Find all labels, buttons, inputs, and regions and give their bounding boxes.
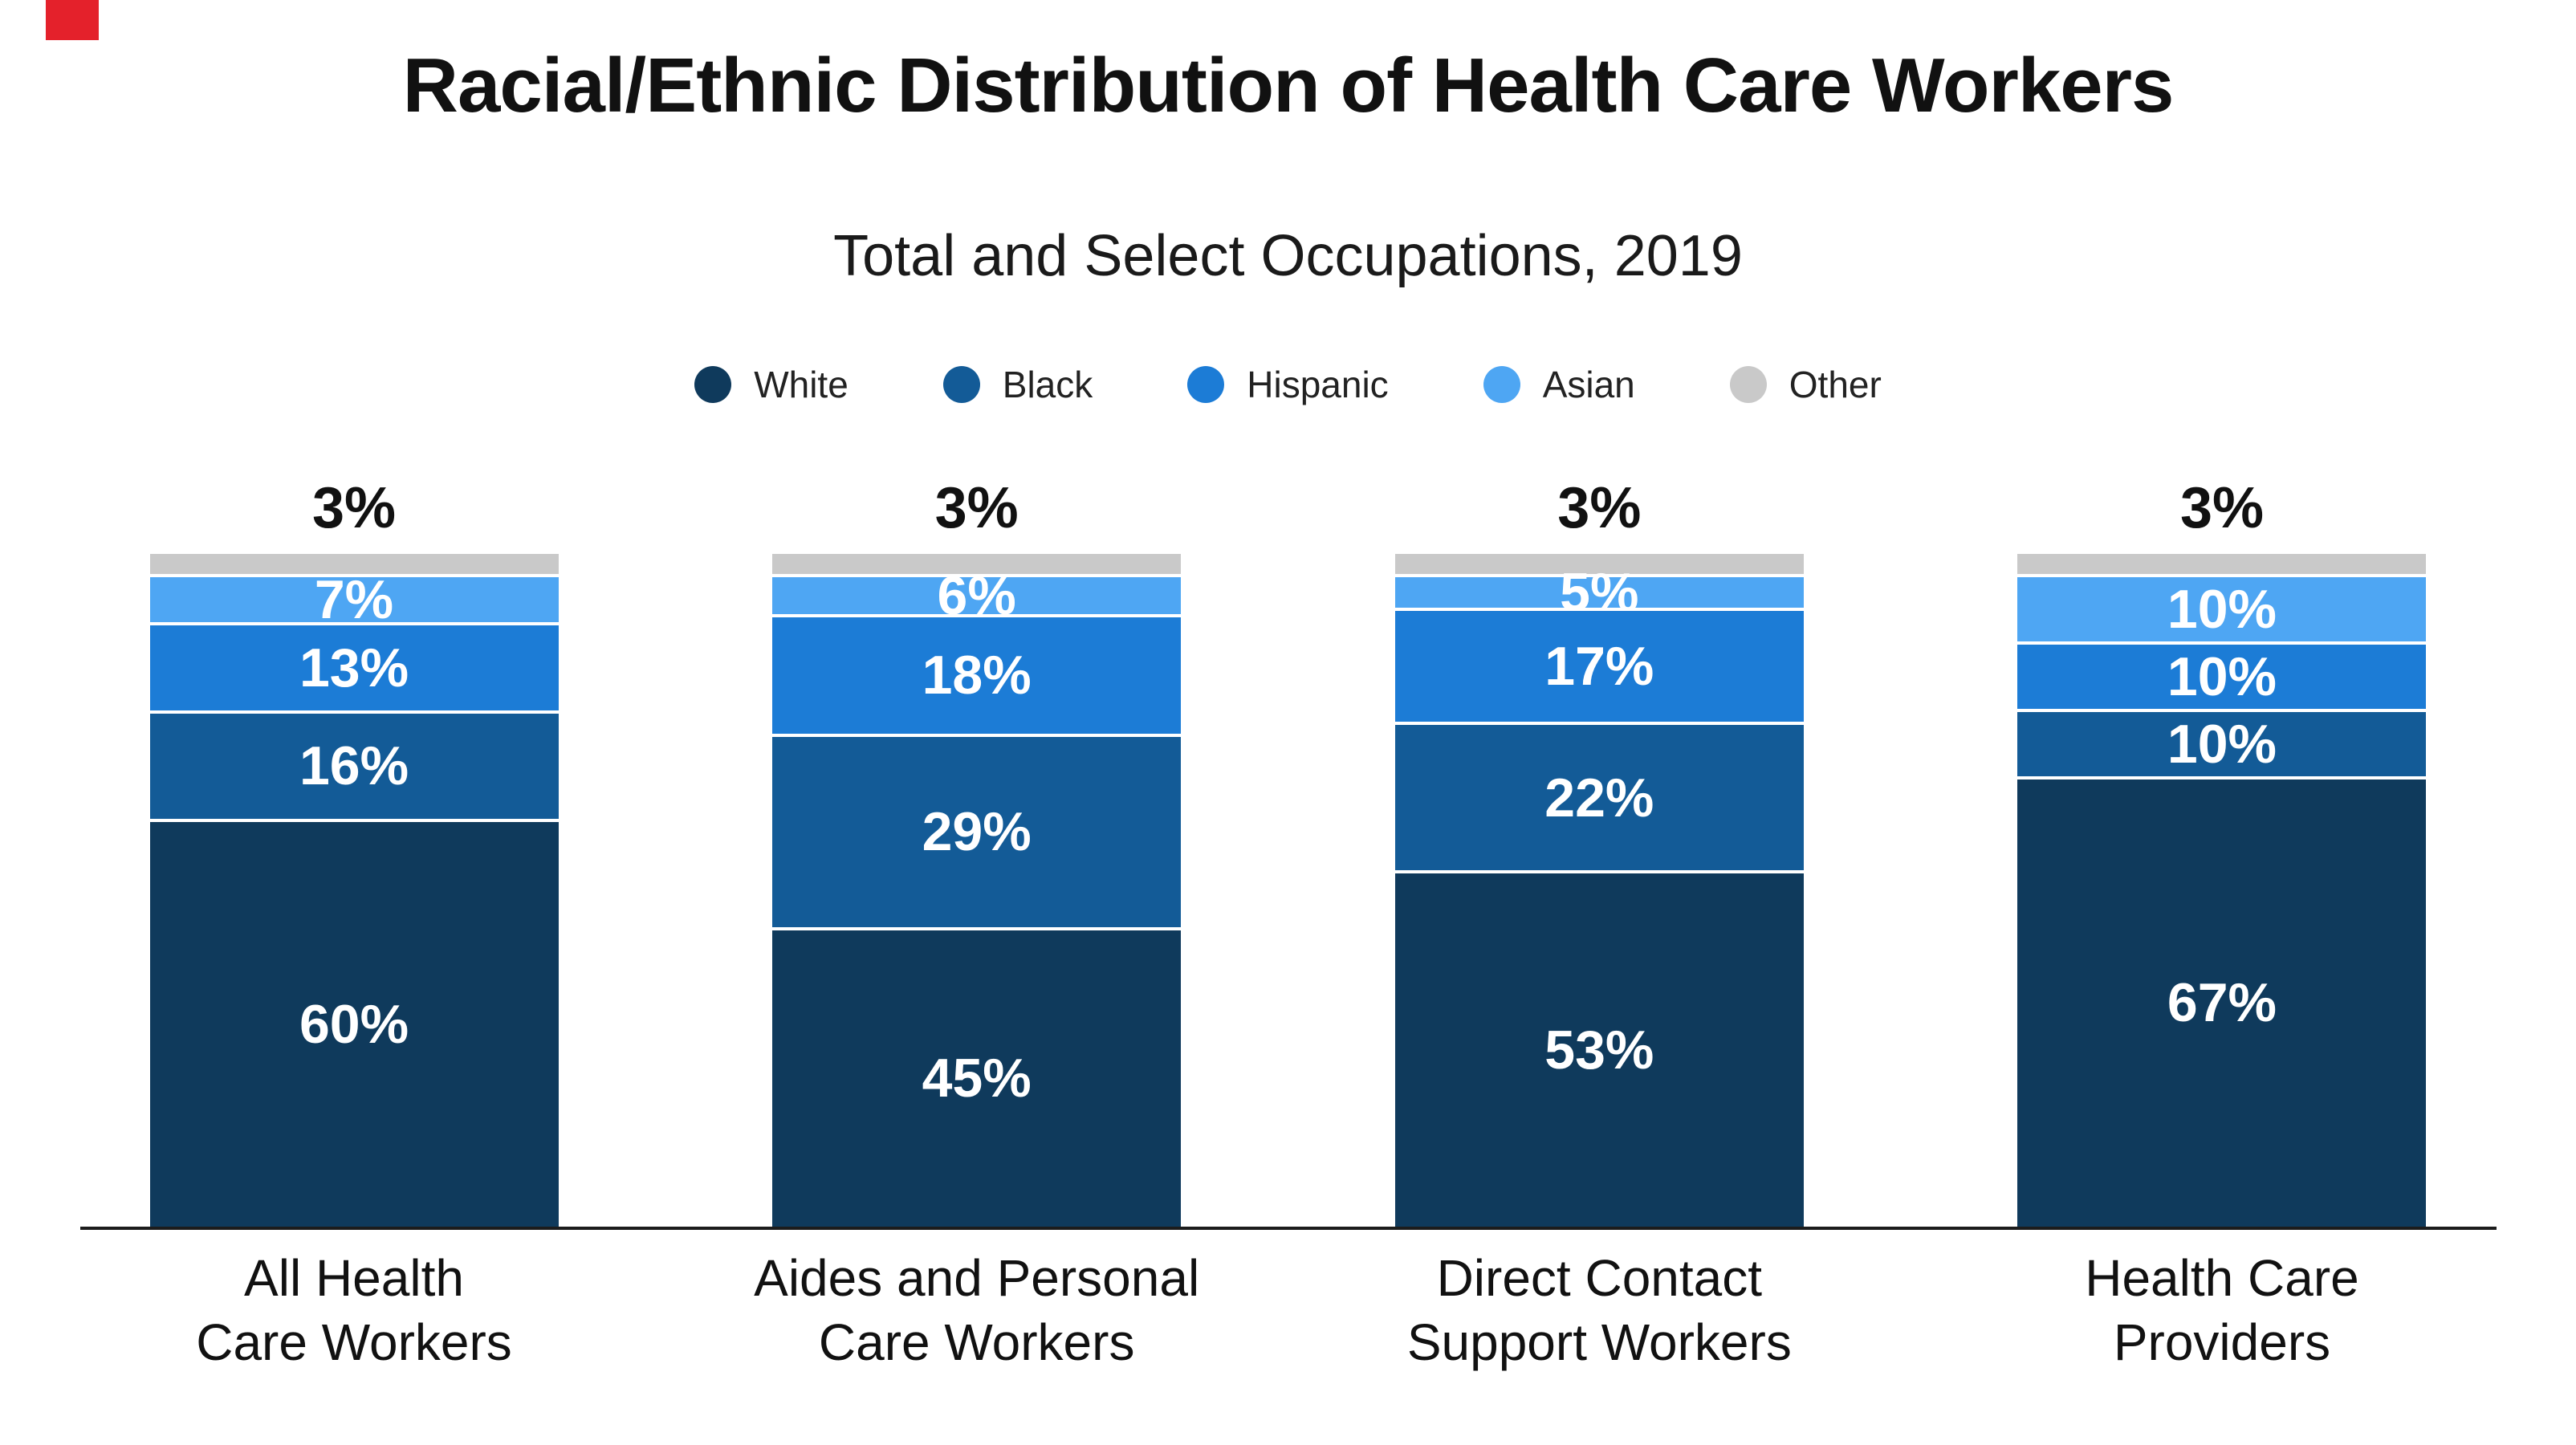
segment-black: 29% — [772, 734, 1182, 927]
category-label-line: Care Workers — [196, 1313, 512, 1371]
legend-label-black: Black — [1002, 364, 1093, 405]
segment-white: 67% — [2017, 775, 2427, 1227]
category-label-line: Care Workers — [818, 1313, 1135, 1371]
segment-hispanic: 10% — [2017, 641, 2427, 709]
legend-label-asian: Asian — [1542, 364, 1635, 405]
category-label-line: Support Workers — [1406, 1313, 1792, 1371]
segment-value-label: 60% — [299, 994, 409, 1056]
legend-item-white: White — [694, 363, 848, 406]
category-label: Health Care Providers — [2017, 1246, 2426, 1374]
bar-column: 3% 10% 10% 10% 67% — [2017, 475, 2427, 1227]
segment-value-label: 16% — [299, 735, 409, 797]
category-label-line: All Health — [244, 1249, 464, 1307]
above-bar-value-label: 3% — [2179, 476, 2264, 540]
legend-dot-hispanic-icon — [1187, 366, 1225, 403]
segment-value-label: 17% — [1544, 636, 1654, 698]
category-label-line: Direct Contact — [1436, 1249, 1763, 1307]
segment-value-label: 7% — [314, 569, 394, 631]
segment-value-label: 53% — [1544, 1019, 1654, 1081]
category-label-line: Providers — [2113, 1313, 2331, 1371]
category-label: Direct Contact Support Workers — [1395, 1246, 1804, 1374]
legend-dot-white-icon — [694, 366, 732, 403]
segment-value-label: 45% — [922, 1048, 1032, 1109]
segment-other — [1394, 554, 1804, 575]
category-label: All Health Care Workers — [150, 1246, 559, 1374]
bar-column: 3% 5% 17% 22% 53% — [1394, 475, 1804, 1227]
segment-value-label: 29% — [922, 801, 1032, 863]
segment-black: 16% — [149, 710, 559, 820]
legend-label-hispanic: Hispanic — [1247, 364, 1389, 405]
segment-value-label: 13% — [299, 637, 409, 698]
segment-asian: 7% — [149, 569, 559, 630]
x-axis-line — [79, 1227, 2497, 1230]
segment-value-label: 67% — [2167, 972, 2277, 1034]
legend-dot-other-icon — [1729, 366, 1767, 403]
legend: White Black Hispanic Asian Other — [0, 363, 2576, 406]
stacked-bar: 10% 10% 10% 67% — [2017, 554, 2427, 1227]
bar-column: 3% 7% 13% 16% 60% — [149, 475, 559, 1227]
segment-black: 10% — [2017, 708, 2427, 776]
bar-column: 3% 6% 18% 29% 45% — [772, 475, 1182, 1227]
stacked-bar: 7% 13% 16% 60% — [149, 554, 559, 1227]
chart-title: Racial/Ethnic Distribution of Health Car… — [402, 43, 2175, 128]
above-bar-value-label: 3% — [934, 476, 1019, 540]
segment-hispanic: 18% — [772, 613, 1182, 735]
legend-dot-black-icon — [942, 366, 980, 403]
legend-label-other: Other — [1789, 364, 1882, 405]
above-bar-value-label: 3% — [1557, 476, 1642, 540]
segment-hispanic: 17% — [1394, 608, 1804, 722]
segment-asian: 10% — [2017, 574, 2427, 641]
category-label-line: Health Care — [2085, 1249, 2359, 1307]
segment-value-label: 22% — [1544, 767, 1654, 828]
segment-other — [772, 554, 1182, 574]
segment-hispanic: 13% — [149, 621, 559, 710]
segment-value-label: 18% — [922, 645, 1032, 706]
segment-other — [2017, 554, 2427, 575]
segment-black: 22% — [1394, 722, 1804, 870]
category-label: Aides and Personal Care Workers — [754, 1246, 1199, 1374]
brand-mark-red — [46, 0, 99, 40]
stacked-bar: 5% 17% 22% 53% — [1394, 554, 1804, 1227]
segment-value-label: 10% — [2167, 645, 2277, 707]
segment-value-label: 10% — [2167, 713, 2277, 775]
legend-item-other: Other — [1729, 363, 1882, 406]
legend-item-hispanic: Hispanic — [1187, 363, 1389, 406]
stacked-bar: 6% 18% 29% 45% — [772, 554, 1182, 1227]
legend-item-black: Black — [942, 363, 1093, 406]
legend-label-white: White — [754, 364, 848, 405]
plot-area: 3% 7% 13% 16% 60% 3% 6% 18% 29% 45% 3% 5% 17% 22% 53% 3… — [149, 475, 2427, 1227]
category-labels-row: All Health Care Workers Aides and Personal… — [150, 1246, 2427, 1374]
segment-asian: 5% — [1394, 562, 1804, 623]
segment-white: 60% — [149, 819, 559, 1227]
segment-other — [149, 554, 559, 575]
above-bar-value-label: 3% — [311, 476, 397, 540]
segment-white: 45% — [772, 926, 1182, 1227]
legend-dot-asian-icon — [1483, 366, 1520, 403]
segment-asian: 6% — [772, 565, 1182, 626]
legend-item-asian: Asian — [1483, 363, 1635, 406]
segment-value-label: 10% — [2167, 579, 2277, 641]
segment-white: 53% — [1394, 869, 1804, 1227]
chart-subtitle: Total and Select Occupations, 2019 — [833, 224, 1743, 288]
category-label-line: Aides and Personal — [754, 1249, 1200, 1307]
